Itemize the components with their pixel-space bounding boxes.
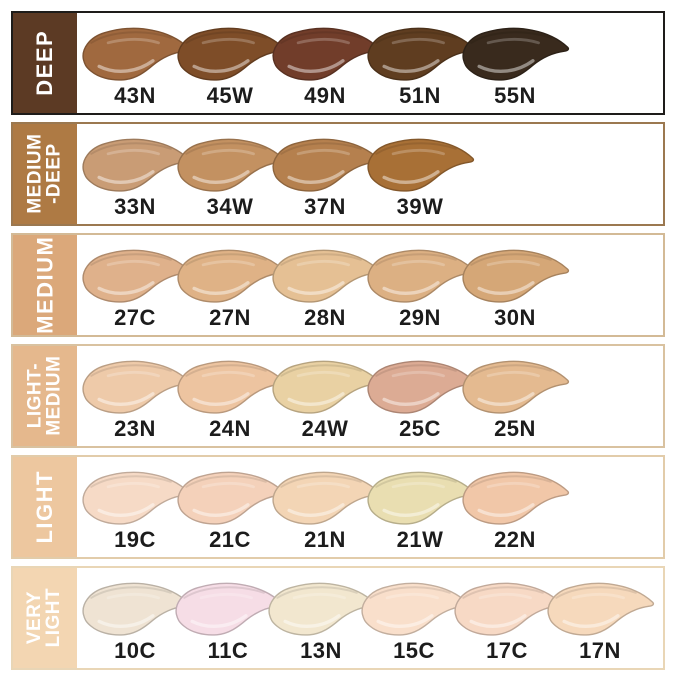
category-band-medium-deep: MEDIUM -DEEP [13,124,77,224]
shade-code-24w: 24W [301,416,349,441]
foundation-shade-chart: DEEP 43N 45W 49N 51N 55N MEDIUM -DEEP 33N 34W 37N 3… [11,11,665,677]
shade-code-10c: 10C [114,638,156,663]
swatch-smear-28n [272,249,380,303]
shade-row-light-medium: LIGHT- MEDIUM 23N 24N 24W 25C 25N [11,344,665,448]
swatch-smear-51n [367,27,475,81]
shade-code-27n: 27N [209,305,251,330]
shade-code-55n: 55N [494,83,536,108]
shade-code-39w: 39W [396,194,444,219]
category-label-deep: DEEP [32,30,58,96]
swatch-smear-55n [462,27,570,81]
category-label-line: LIGHT [32,470,58,544]
shade-code-49n: 49N [304,83,346,108]
category-band-light: LIGHT [13,457,77,557]
shade-code-11c: 11C [207,638,249,663]
swatch-smear-22n [462,471,570,525]
shade-code-45w: 45W [206,83,254,108]
swatch-smear-13n [268,582,376,636]
shade-code-22n: 22N [494,527,536,552]
shade-code-34w: 34W [206,194,254,219]
shade-row-deep: DEEP 43N 45W 49N 51N 55N [11,11,665,115]
swatch-smear-25n [462,360,570,414]
shade-code-21c: 21C [209,527,251,552]
swatch-smear-29n [367,249,475,303]
shade-code-19c: 19C [114,527,156,552]
swatch-smear-45w [177,27,285,81]
shade-code-23n: 23N [114,416,156,441]
swatch-smear-37n [272,138,380,192]
swatch-smear-39w [367,138,475,192]
shade-code-21w: 21W [396,527,444,552]
swatch-smear-21c [177,471,285,525]
shade-code-28n: 28N [304,305,346,330]
shade-row-medium-deep: MEDIUM -DEEP 33N 34W 37N 39W [11,122,665,226]
shade-code-17n: 17N [579,638,621,663]
shade-code-33n: 33N [114,194,156,219]
shade-code-21n: 21N [304,527,346,552]
shade-code-15c: 15C [393,638,435,663]
shade-code-25n: 25N [494,416,536,441]
swatch-area-light: 19C 21C 21N 21W 22N [77,457,663,557]
swatch-area-very-light: 10C 11C 13N 15C 17C 17N [77,568,663,668]
swatch-area-medium: 27C 27N 28N 29N 30N [77,235,663,335]
shade-code-37n: 37N [304,194,346,219]
shade-row-medium: MEDIUM 27C 27N 28N 29N 30N [11,233,665,337]
category-label-light: LIGHT [32,470,58,544]
category-label-line: MEDIUM [24,133,46,215]
swatch-area-deep: 43N 45W 49N 51N 55N [77,13,663,113]
swatch-smear-21n [272,471,380,525]
shade-code-13n: 13N [300,638,342,663]
category-label-line: LIGHT- [24,363,46,429]
category-label-line: LIGHT [43,588,64,648]
shade-code-17c: 17C [486,638,528,663]
shade-code-30n: 30N [494,305,536,330]
shade-code-24n: 24N [209,416,251,441]
swatch-smear-43n [82,27,190,81]
shade-row-light: LIGHT 19C 21C 21N 21W 22N [11,455,665,559]
shade-code-43n: 43N [114,83,156,108]
category-band-light-medium: LIGHT- MEDIUM [13,346,77,446]
swatch-smear-19c [82,471,190,525]
swatch-smear-25c [367,360,475,414]
swatch-smear-17c [454,582,562,636]
category-band-deep: DEEP [13,13,77,113]
swatch-smear-17n [547,582,655,636]
category-label-line: MEDIUM [43,355,64,437]
category-label-line: DEEP [32,30,58,96]
swatch-area-medium-deep: 33N 34W 37N 39W [77,124,663,224]
category-label-very-light: VERY LIGHT [24,588,64,648]
category-label-medium: MEDIUM [32,235,58,335]
category-label-light-medium: LIGHT- MEDIUM [24,355,64,437]
category-label-medium-deep: MEDIUM -DEEP [24,133,64,215]
category-band-medium: MEDIUM [13,235,77,335]
shade-code-29n: 29N [399,305,441,330]
shade-code-27c: 27C [114,305,156,330]
swatch-smear-24n [177,360,285,414]
category-label-line: MEDIUM [32,235,58,335]
shade-row-very-light: VERY LIGHT 10C 11C 13N 15C 17C 17N [11,566,665,670]
swatch-area-light-medium: 23N 24N 24W 25C 25N [77,346,663,446]
category-label-line: -DEEP [43,143,64,205]
swatch-smear-30n [462,249,570,303]
shade-code-51n: 51N [399,83,441,108]
swatch-smear-27n [177,249,285,303]
shade-code-25c: 25C [399,416,441,441]
category-band-very-light: VERY LIGHT [13,568,77,668]
